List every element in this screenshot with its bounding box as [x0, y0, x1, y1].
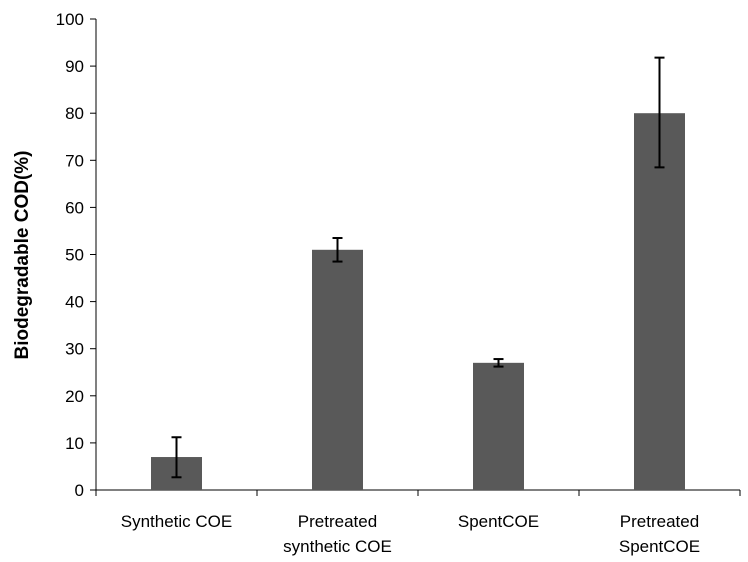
y-tick-label: 90 — [65, 57, 84, 76]
y-tick-label: 10 — [65, 434, 84, 453]
y-tick-label: 80 — [65, 104, 84, 123]
x-category-label-line: Synthetic COE — [121, 512, 233, 531]
bar — [634, 113, 685, 490]
bar — [312, 249, 363, 490]
y-axis: 0 10 20 30 40 50 60 70 80 90 100 — [56, 10, 97, 500]
error-bars — [171, 56, 665, 479]
x-category-label-line: synthetic COE — [283, 537, 392, 556]
y-axis-label: Biodegradable COD(%) — [12, 150, 33, 359]
y-tick-label: 40 — [65, 293, 84, 312]
x-category-label-line: SpentCOE — [458, 512, 539, 531]
x-category-label: Synthetic COE — [121, 512, 233, 531]
y-tick-label: 30 — [65, 340, 84, 359]
y-tick-label: 100 — [56, 10, 84, 29]
x-axis: Synthetic COE Pretreated synthetic COE Spen… — [95, 489, 741, 556]
bar — [473, 362, 524, 490]
x-category-label: SpentCOE — [458, 512, 539, 531]
x-category-label-line: Pretreated — [620, 512, 699, 531]
x-category-label-line: Pretreated — [298, 512, 377, 531]
y-tick-label: 20 — [65, 387, 84, 406]
bars — [151, 113, 685, 490]
y-tick-label: 0 — [75, 481, 84, 500]
y-tick-label: 60 — [65, 198, 84, 217]
y-tick-label: 70 — [65, 151, 84, 170]
y-tick-label: 50 — [65, 246, 84, 265]
x-category-label: Pretreated SpentCOE — [619, 512, 700, 556]
x-category-label: Pretreated synthetic COE — [283, 512, 392, 556]
x-category-label-line: SpentCOE — [619, 537, 700, 556]
